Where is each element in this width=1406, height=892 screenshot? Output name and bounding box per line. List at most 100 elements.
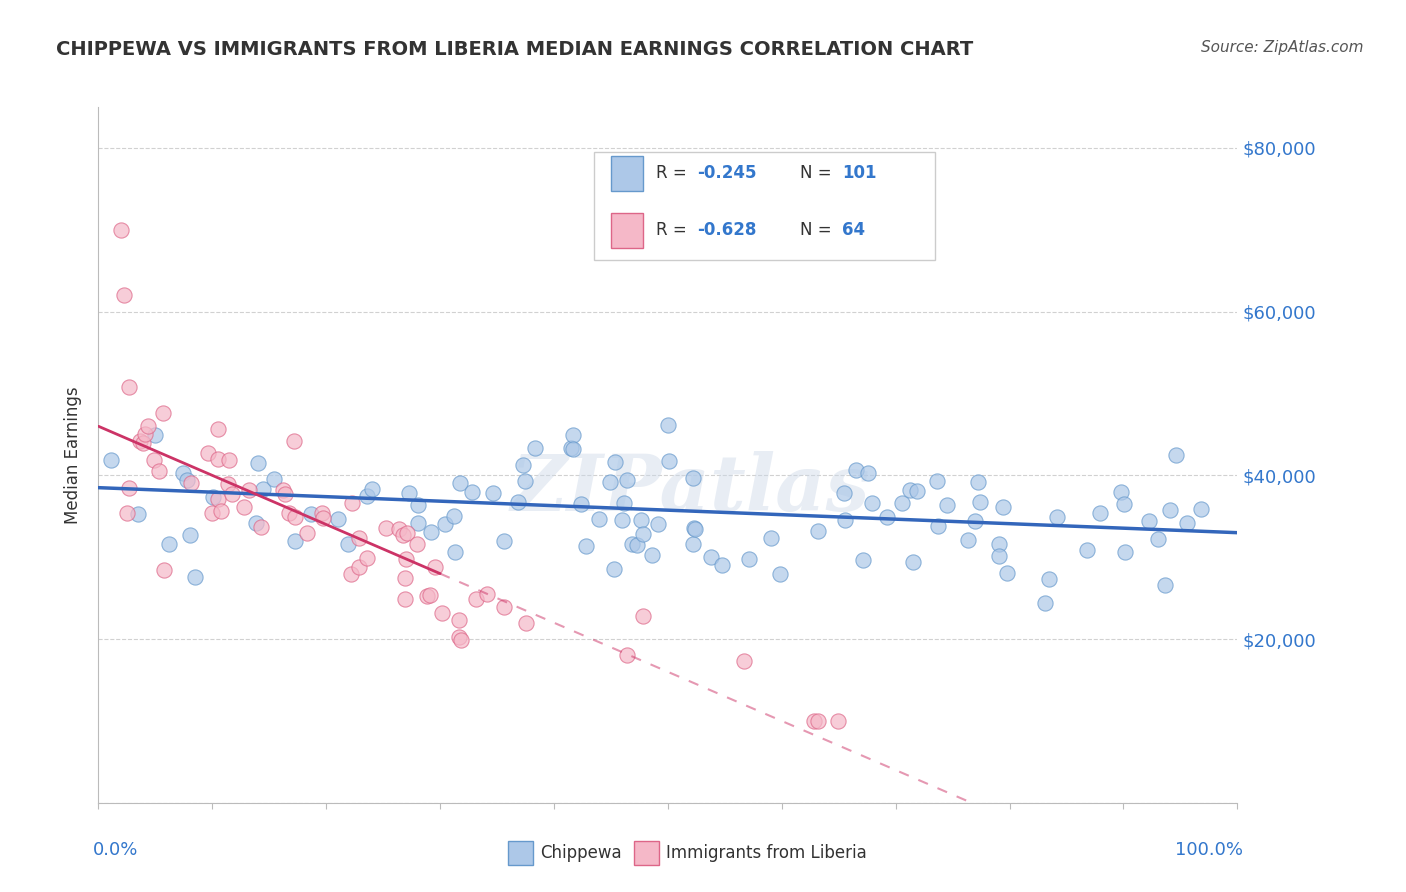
Point [299, 507, 322, 521]
Point [876, 510, 898, 524]
Point [852, 553, 875, 567]
Point [394, 592, 416, 607]
Point [807, 714, 830, 728]
Point [1147, 533, 1170, 547]
Bar [612, 156, 643, 191]
Point [136, 418, 159, 433]
Point [179, 528, 201, 542]
Text: 64: 64 [842, 221, 865, 239]
Point [569, 497, 592, 511]
Point [115, 506, 138, 520]
Point [508, 495, 530, 509]
Point [184, 570, 207, 584]
Point [492, 534, 515, 549]
Point [201, 506, 224, 520]
Text: 0.0%: 0.0% [93, 841, 138, 859]
Point [110, 223, 132, 237]
Point [515, 475, 537, 489]
Point [416, 589, 439, 603]
Point [1114, 497, 1136, 511]
Point [361, 482, 384, 496]
Point [209, 503, 232, 517]
Point [1159, 502, 1181, 516]
Point [419, 588, 441, 602]
Point [575, 540, 598, 554]
Point [936, 498, 959, 512]
Point [1137, 515, 1160, 529]
Point [561, 442, 583, 456]
Point [432, 606, 454, 620]
Point [425, 560, 447, 574]
Point [388, 522, 411, 536]
Point [641, 548, 664, 562]
Point [406, 537, 429, 551]
Point [408, 516, 430, 530]
Point [901, 555, 924, 569]
Text: -0.245: -0.245 [697, 164, 756, 182]
Point [969, 495, 991, 509]
Point [482, 485, 505, 500]
Point [374, 521, 396, 535]
Text: 100.0%: 100.0% [1175, 841, 1243, 859]
Point [1189, 502, 1212, 516]
Point [761, 531, 783, 545]
Point [626, 538, 648, 552]
Point [890, 496, 912, 510]
Point [683, 521, 706, 535]
Point [217, 477, 239, 491]
Point [207, 492, 229, 507]
Point [131, 435, 153, 450]
Point [1175, 516, 1198, 531]
Point [221, 487, 243, 501]
Bar [612, 213, 643, 248]
Point [406, 498, 429, 512]
Point [347, 531, 370, 545]
Point [283, 533, 305, 548]
Point [560, 441, 582, 455]
Point [443, 545, 465, 559]
Point [218, 453, 240, 467]
Text: ZIPatlas: ZIPatlas [510, 451, 870, 528]
Point [263, 472, 285, 486]
Point [588, 512, 610, 526]
Point [252, 482, 274, 496]
Text: Immigrants from Liberia: Immigrants from Liberia [665, 844, 866, 862]
Point [988, 549, 1011, 563]
Point [449, 475, 471, 490]
Point [274, 487, 297, 501]
Point [683, 523, 706, 537]
Text: Source: ZipAtlas.com: Source: ZipAtlas.com [1201, 40, 1364, 55]
Point [207, 422, 229, 436]
Point [434, 517, 457, 532]
Point [658, 454, 681, 468]
Point [443, 508, 465, 523]
Point [207, 451, 229, 466]
Point [347, 560, 370, 574]
Point [250, 520, 273, 534]
Point [450, 632, 472, 647]
Text: N =: N = [800, 164, 837, 182]
Point [356, 488, 378, 502]
Point [1076, 542, 1098, 557]
Point [807, 524, 830, 539]
Point [340, 567, 363, 582]
Point [682, 537, 704, 551]
Point [461, 485, 484, 500]
Point [512, 458, 534, 472]
Point [394, 552, 416, 566]
Point [197, 446, 219, 460]
Point [477, 587, 499, 601]
Point [284, 510, 307, 524]
Point [118, 380, 141, 394]
Point [561, 428, 583, 442]
Point [700, 549, 723, 564]
Point [356, 550, 378, 565]
Point [523, 441, 546, 455]
Bar [634, 841, 659, 865]
Point [420, 525, 443, 540]
Point [340, 496, 363, 510]
Point [620, 537, 643, 551]
Point [245, 516, 267, 530]
Point [515, 616, 537, 631]
Point [311, 506, 333, 520]
